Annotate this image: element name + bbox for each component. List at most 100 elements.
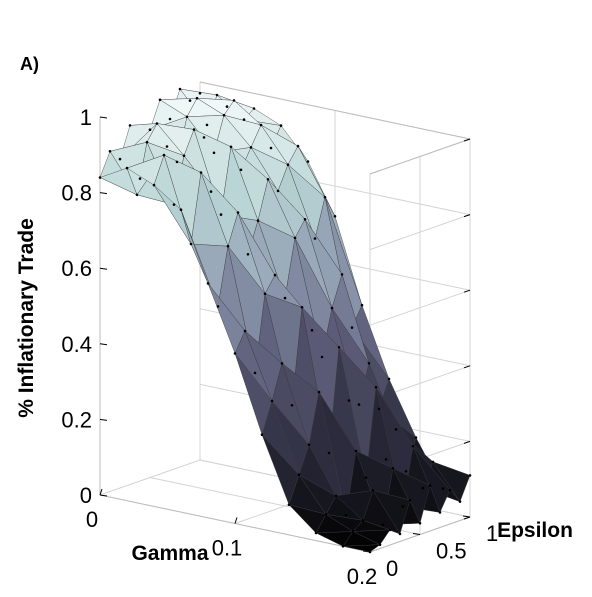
surface-vertex (215, 93, 219, 97)
surface-vertex (229, 145, 233, 149)
surface-vertex (243, 329, 247, 333)
surface-vertex (252, 107, 256, 110)
surface-vertex (347, 399, 351, 402)
surface-vertex (320, 355, 324, 359)
surface-vertex (125, 166, 129, 170)
surface-vertex (374, 386, 378, 389)
surface-vertex (293, 236, 297, 240)
surface-vertex (296, 144, 300, 148)
axis-line (369, 138, 471, 175)
surface-vertex (175, 160, 179, 164)
surface-vertex (408, 498, 412, 502)
surface-vertex (283, 296, 287, 300)
surface-vertex (118, 157, 122, 161)
tick-mark (463, 440, 471, 444)
panel-label: A) (20, 54, 39, 74)
z-tick-label: 0.6 (61, 256, 92, 281)
surface-vertex (270, 399, 274, 403)
y-tick-label: 0.5 (436, 539, 467, 564)
surface-vertex (225, 105, 229, 108)
surface-vertex (212, 151, 216, 155)
surface-vertex (404, 470, 408, 473)
surface-vertex (334, 494, 338, 498)
y-tick-label: 1 (486, 521, 498, 546)
surface-vertex (219, 213, 223, 216)
surface-vertex (384, 458, 388, 461)
surface-vertex (236, 211, 240, 214)
surface-vertex (138, 177, 142, 180)
surface-vertex (206, 282, 210, 285)
surface-vertex (260, 433, 264, 437)
surface-vertex (195, 96, 199, 100)
surface-vertex (226, 244, 230, 248)
surface-vertex (324, 513, 328, 516)
surface-vertex (276, 189, 280, 193)
y-tick-label: 0 (386, 556, 398, 581)
x-tick-label: 0.1 (212, 536, 243, 561)
surface-vertex (364, 476, 368, 480)
surface-vertex (152, 183, 156, 187)
surface-vertex (256, 219, 260, 222)
surface-vertex (327, 451, 331, 455)
surface-vertex (361, 519, 365, 522)
surface-vertex (192, 128, 196, 131)
surface-vertex (145, 140, 149, 144)
tick-mark (234, 517, 238, 524)
surface-vertex (287, 503, 291, 507)
surface-vertex (350, 326, 354, 329)
surface-vertex (307, 443, 311, 447)
surface-vertex (441, 487, 445, 490)
surface-vertex (394, 428, 398, 431)
surface-vertex (162, 153, 166, 157)
surface-vertex (216, 305, 220, 308)
tick-mark (463, 138, 471, 142)
surface-vertex (458, 500, 462, 503)
surface-vertex (188, 99, 192, 102)
surface-vertex (273, 273, 277, 277)
surface-vertex (198, 92, 202, 95)
surface-vertex (172, 203, 176, 206)
surface-vertex (199, 171, 203, 174)
surface-vertex (253, 371, 257, 375)
tick-mark (463, 365, 471, 369)
surface-vertex (202, 136, 206, 139)
surface-vertex (341, 545, 345, 548)
surface-vertex (178, 87, 182, 91)
y-axis-label: Epsilon (497, 519, 573, 542)
surface-vertex (431, 460, 435, 464)
surface-vertex (135, 193, 139, 197)
tick-mark (99, 343, 108, 346)
surface-vertex (428, 484, 432, 487)
surface-vertex (303, 218, 307, 221)
surface-vertex (128, 124, 132, 127)
surface-vertex (108, 150, 112, 153)
surface-vertex (306, 160, 310, 163)
surface-vertex (185, 115, 189, 119)
surface-vertex (179, 208, 183, 211)
surface-vertex (313, 237, 317, 240)
surface-vertex (411, 444, 415, 448)
surface-vertex (242, 118, 246, 121)
surface-vertex (360, 303, 364, 307)
surface-vertex (357, 403, 361, 406)
surface-vertex (351, 530, 355, 533)
surface-vertex (391, 467, 395, 470)
z-tick-label: 1 (80, 105, 92, 130)
surface-vertex (381, 523, 385, 526)
surface-vertex (168, 117, 172, 121)
surface-vertex (280, 362, 284, 365)
surface-vertex (340, 273, 344, 276)
surface-vertex (232, 99, 236, 102)
tick-mark (412, 533, 421, 535)
x-axis-label: Gamma (131, 542, 208, 565)
z-tick-label: 0.8 (61, 181, 92, 206)
surface-vertex (418, 521, 422, 525)
surface-vertex (239, 168, 243, 172)
tick-mark (99, 267, 108, 270)
surface-vertex (344, 513, 348, 517)
surface-vertex (468, 474, 472, 477)
tick-mark (99, 494, 108, 497)
surface-vertex (249, 146, 253, 149)
surface-vertex (263, 292, 267, 296)
